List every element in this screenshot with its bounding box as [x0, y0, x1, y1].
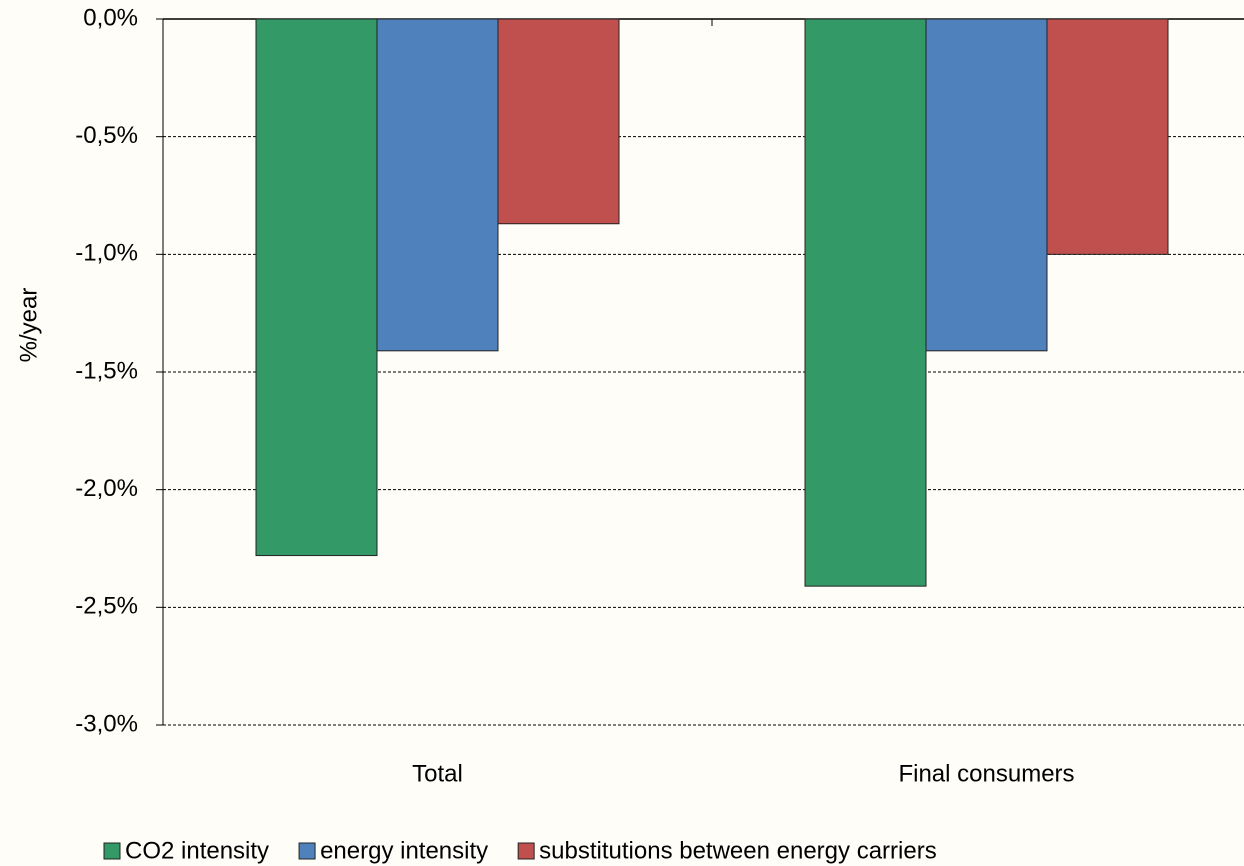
legend-label: substitutions between energy carriers: [539, 837, 937, 864]
bar: [255, 18, 378, 557]
y-tick-label: -2,0%: [75, 475, 138, 502]
y-tick-label: -2,5%: [75, 593, 138, 620]
y-tick-label: 0,0%: [83, 4, 138, 31]
legend-label: CO2 intensity: [125, 837, 269, 864]
bar: [925, 18, 1048, 352]
legend-swatch: [517, 842, 535, 860]
bar: [497, 18, 620, 225]
bar: [804, 18, 927, 587]
legend-swatch: [103, 842, 121, 860]
y-tick-label: -0,5%: [75, 122, 138, 149]
y-tick-label: -1,5%: [75, 357, 138, 384]
bar: [376, 18, 499, 352]
x-tick-label: Total: [412, 760, 463, 787]
bar: [1046, 18, 1169, 255]
legend-label: energy intensity: [320, 837, 488, 864]
y-axis-label: %/year: [15, 288, 42, 363]
legend-swatch: [298, 842, 316, 860]
x-tick-label: Final consumers: [898, 760, 1074, 787]
y-tick-label: -3,0%: [75, 710, 138, 737]
y-tick-label: -1,0%: [75, 240, 138, 267]
